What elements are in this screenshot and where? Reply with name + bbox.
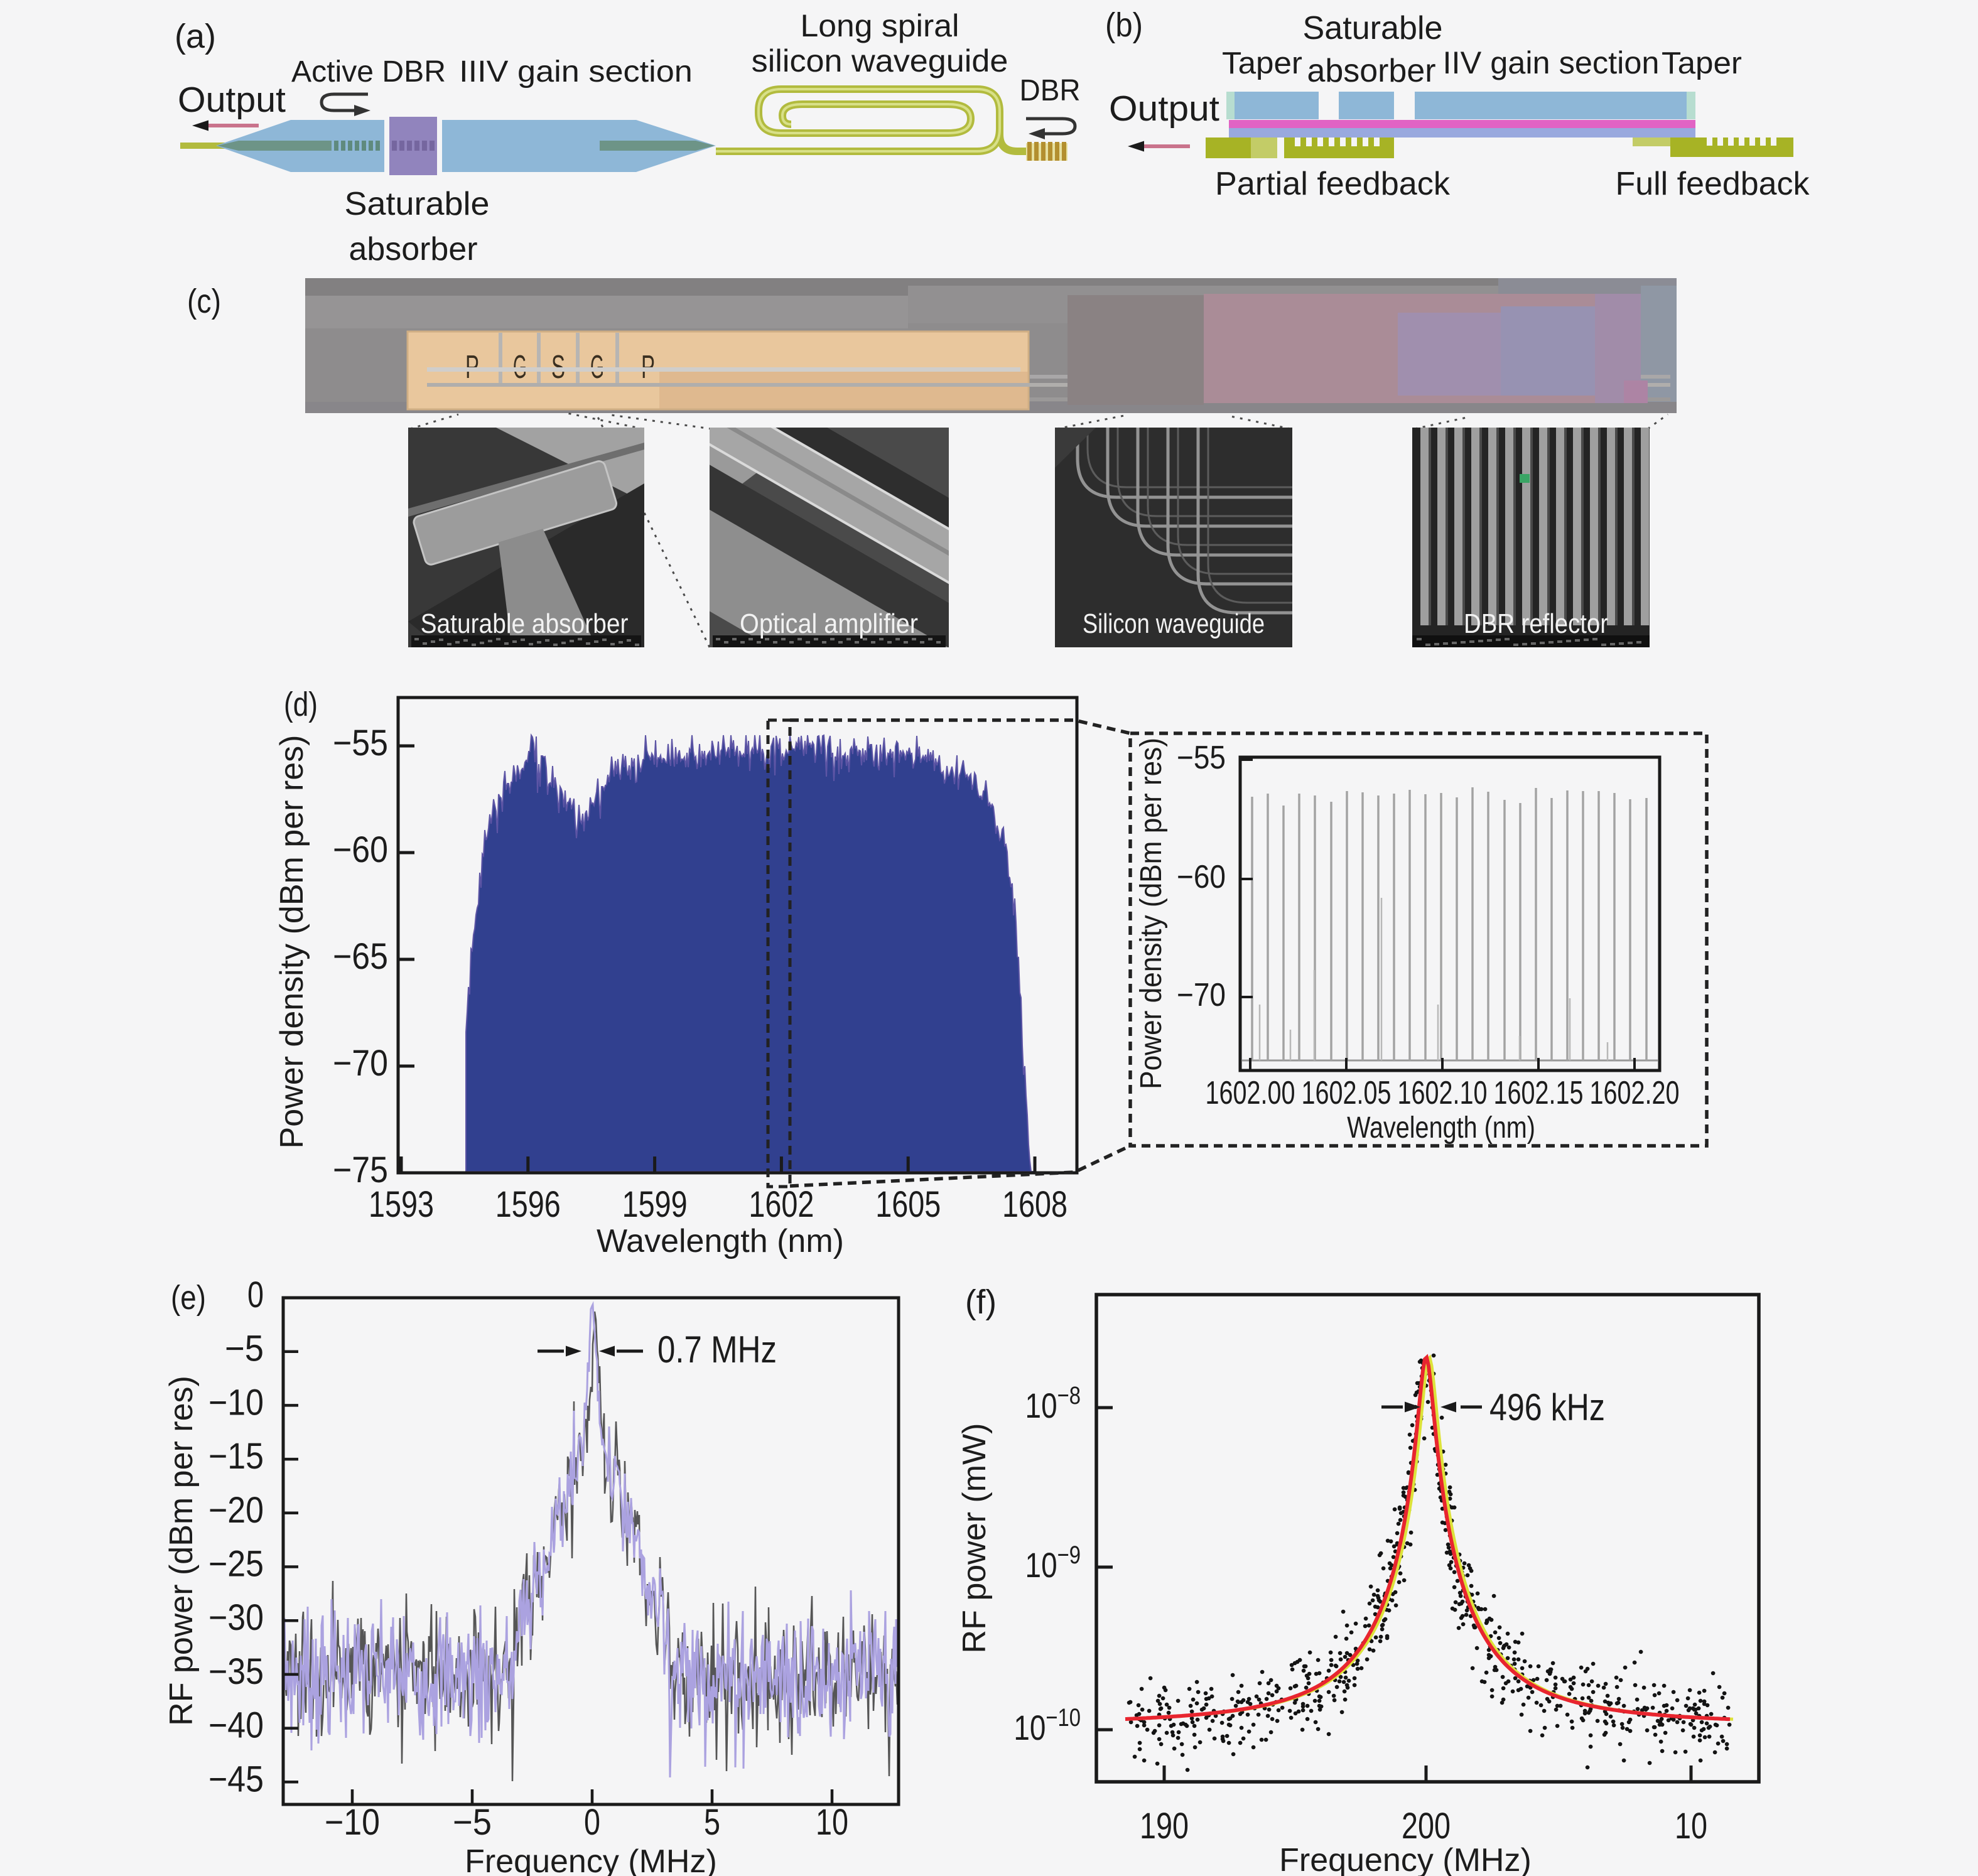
svg-text:−45: −45 (208, 1759, 264, 1799)
svg-text:1602.20: 1602.20 (1590, 1074, 1680, 1111)
svg-text:absorber: absorber (349, 231, 478, 267)
svg-text:496 kHz: 496 kHz (1489, 1386, 1605, 1428)
svg-text:10: 10 (816, 1802, 848, 1843)
svg-text:−25: −25 (208, 1543, 264, 1584)
svg-text:(a): (a) (175, 18, 216, 55)
svg-text:Output: Output (1109, 89, 1219, 129)
svg-text:silicon waveguide: silicon waveguide (752, 43, 1008, 78)
svg-text:1602.00: 1602.00 (1206, 1074, 1295, 1111)
svg-text:Partial feedback: Partial feedback (1215, 166, 1451, 202)
svg-text:0: 0 (247, 1275, 264, 1315)
svg-text:Optical amplifier: Optical amplifier (740, 608, 918, 639)
svg-text:absorber: absorber (1307, 53, 1436, 89)
svg-text:1602.10: 1602.10 (1398, 1074, 1488, 1111)
svg-text:Frequency (MHz): Frequency (MHz) (465, 1843, 717, 1876)
svg-text:Wavelength (nm): Wavelength (nm) (1347, 1111, 1535, 1144)
svg-text:Long spiral: Long spiral (801, 8, 959, 43)
svg-text:1605: 1605 (875, 1184, 941, 1225)
svg-text:−55: −55 (333, 722, 388, 763)
svg-text:Active DBR: Active DBR (291, 55, 446, 89)
svg-text:190: 190 (1140, 1806, 1189, 1846)
svg-text:−5: −5 (225, 1328, 264, 1369)
svg-text:−30: −30 (208, 1597, 264, 1637)
svg-text:Taper: Taper (1662, 46, 1742, 80)
svg-text:−75: −75 (333, 1149, 388, 1190)
svg-text:−60: −60 (333, 829, 388, 870)
svg-text:G: G (590, 348, 604, 385)
svg-text:Frequency (MHz): Frequency (MHz) (1279, 1842, 1532, 1876)
svg-text:1608: 1608 (1002, 1184, 1067, 1225)
svg-text:(e): (e) (171, 1278, 206, 1316)
svg-text:10−9: 10−9 (1025, 1541, 1081, 1585)
svg-text:Power density (dBm per res): Power density (dBm per res) (274, 735, 310, 1149)
svg-text:0.7 MHz: 0.7 MHz (657, 1329, 777, 1371)
svg-text:Saturable: Saturable (1303, 10, 1443, 46)
svg-text:1593: 1593 (369, 1184, 434, 1225)
svg-text:Saturable absorber: Saturable absorber (421, 608, 629, 639)
svg-text:10−10: 10−10 (1013, 1703, 1081, 1747)
svg-text:−70: −70 (333, 1042, 388, 1083)
svg-text:−5: −5 (453, 1801, 492, 1842)
svg-text:RF power (mW): RF power (mW) (956, 1423, 993, 1654)
svg-text:1599: 1599 (622, 1184, 688, 1225)
svg-text:RF power (dBm per res): RF power (dBm per res) (163, 1376, 200, 1726)
svg-text:(c): (c) (187, 282, 221, 320)
svg-text:1596: 1596 (495, 1184, 561, 1225)
svg-text:(b): (b) (1105, 6, 1143, 44)
svg-text:−15: −15 (208, 1435, 264, 1476)
svg-text:−70: −70 (1177, 977, 1226, 1013)
svg-text:−20: −20 (208, 1489, 264, 1530)
svg-text:1602: 1602 (749, 1184, 814, 1225)
svg-text:−10: −10 (325, 1801, 380, 1842)
svg-text:10−8: 10−8 (1025, 1381, 1081, 1425)
svg-text:IIIV gain section: IIIV gain section (459, 55, 693, 89)
svg-text:Wavelength (nm): Wavelength (nm) (597, 1223, 844, 1259)
svg-text:DBR reflector: DBR reflector (1464, 608, 1608, 639)
svg-text:5: 5 (704, 1802, 720, 1843)
svg-text:0: 0 (584, 1802, 600, 1843)
svg-text:−10: −10 (208, 1382, 264, 1423)
svg-text:−40: −40 (208, 1705, 264, 1745)
svg-text:10: 10 (1675, 1806, 1707, 1846)
svg-text:(f): (f) (965, 1284, 997, 1322)
svg-text:200: 200 (1402, 1806, 1451, 1846)
svg-text:−55: −55 (1177, 740, 1226, 775)
svg-text:Saturable: Saturable (345, 186, 490, 222)
svg-text:1602.05: 1602.05 (1302, 1074, 1392, 1111)
svg-text:Full feedback: Full feedback (1616, 166, 1810, 202)
svg-text:G: G (513, 348, 527, 385)
svg-text:−60: −60 (1177, 859, 1226, 895)
svg-text:Silicon waveguide: Silicon waveguide (1083, 608, 1265, 639)
svg-text:DBR: DBR (1020, 73, 1081, 107)
svg-text:−35: −35 (208, 1651, 264, 1691)
svg-text:−65: −65 (333, 935, 388, 976)
svg-text:IIV gain section: IIV gain section (1443, 45, 1660, 80)
svg-text:Output: Output (178, 80, 286, 120)
svg-text:1602.15: 1602.15 (1494, 1074, 1584, 1111)
svg-text:Taper: Taper (1222, 46, 1302, 80)
svg-text:(d): (d) (284, 686, 318, 723)
svg-text:Power density (dBm per res): Power density (dBm per res) (1133, 738, 1167, 1089)
